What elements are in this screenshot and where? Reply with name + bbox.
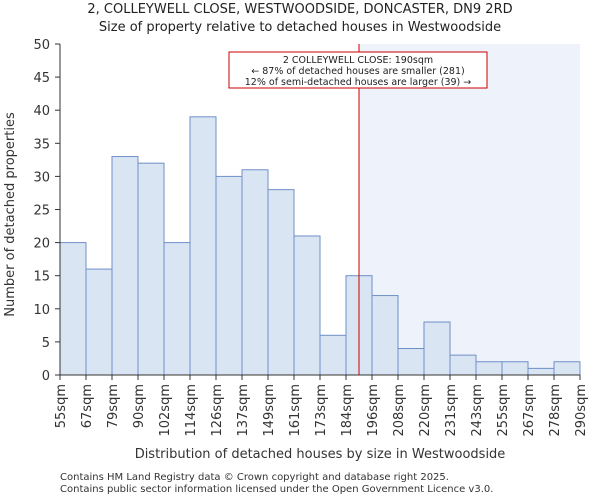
x-tick-label: 149sqm (262, 384, 277, 437)
y-tick-label: 35 (33, 137, 50, 152)
y-tick-label: 40 (33, 104, 50, 119)
bar (397, 348, 425, 376)
x-tick-label: 55sqm (54, 384, 69, 428)
chart-subtitle: Size of property relative to detached ho… (98, 20, 502, 35)
annotation-box (228, 51, 488, 89)
x-tick-label: 161sqm (288, 384, 303, 437)
annotation-line1: 2 COLLEYWELL CLOSE: 190sqm (283, 55, 433, 66)
x-tick-label: 220sqm (418, 384, 433, 437)
footer-licence: Contains public sector information licen… (60, 484, 494, 495)
bar (319, 334, 347, 376)
x-tick-label: 255sqm (496, 384, 511, 437)
x-tick-label: 196sqm (366, 384, 381, 437)
x-tick-label: 126sqm (210, 384, 225, 437)
x-tick-label: 79sqm (106, 384, 121, 428)
y-tick-label: 45 (33, 71, 50, 86)
y-tick-label: 10 (33, 303, 50, 318)
bar (137, 162, 165, 376)
annotation-line3: 12% of semi-detached houses are larger (… (245, 77, 472, 88)
x-tick-label: 137sqm (236, 384, 251, 437)
x-tick-label: 278sqm (548, 384, 563, 437)
x-tick-label: 184sqm (340, 384, 355, 437)
x-tick-label: 90sqm (132, 384, 147, 428)
bar (501, 361, 529, 376)
x-tick-label: 173sqm (314, 384, 329, 437)
y-tick-label: 50 (33, 38, 50, 53)
y-tick-label: 20 (33, 237, 50, 252)
bar (163, 242, 191, 376)
bar (241, 169, 269, 376)
bar (85, 268, 113, 376)
y-tick-label: 30 (33, 170, 50, 185)
bar (449, 354, 477, 376)
x-tick-label: 208sqm (392, 384, 407, 437)
bar (267, 189, 295, 376)
annotation-line2: ← 87% of detached houses are smaller (28… (251, 66, 464, 77)
x-tick-label: 114sqm (184, 384, 199, 437)
bar (111, 156, 139, 376)
chart-title: 2, COLLEYWELL CLOSE, WESTWOODSIDE, DONCA… (87, 2, 513, 17)
x-tick-label: 231sqm (444, 384, 459, 437)
x-tick-label: 67sqm (80, 384, 95, 428)
bar (371, 295, 399, 376)
bar (59, 242, 87, 376)
footer-copyright: Contains HM Land Registry data © Crown c… (60, 472, 449, 483)
bar (293, 235, 321, 376)
bar (553, 361, 581, 376)
x-tick-label: 243sqm (470, 384, 485, 437)
y-tick-label: 25 (33, 204, 50, 219)
y-tick-label: 15 (33, 270, 50, 285)
bar (189, 116, 217, 376)
y-tick-label: 5 (42, 336, 50, 351)
bar (215, 175, 243, 376)
y-axis-title: Number of detached properties (3, 112, 18, 317)
bar (527, 367, 555, 376)
bar (423, 321, 451, 376)
x-tick-label: 267sqm (522, 384, 537, 437)
x-tick-label: 102sqm (158, 384, 173, 437)
bar (475, 361, 503, 376)
y-tick-label: 0 (42, 369, 50, 384)
x-axis-title: Distribution of detached houses by size … (135, 447, 506, 462)
x-tick-label: 290sqm (574, 384, 589, 437)
